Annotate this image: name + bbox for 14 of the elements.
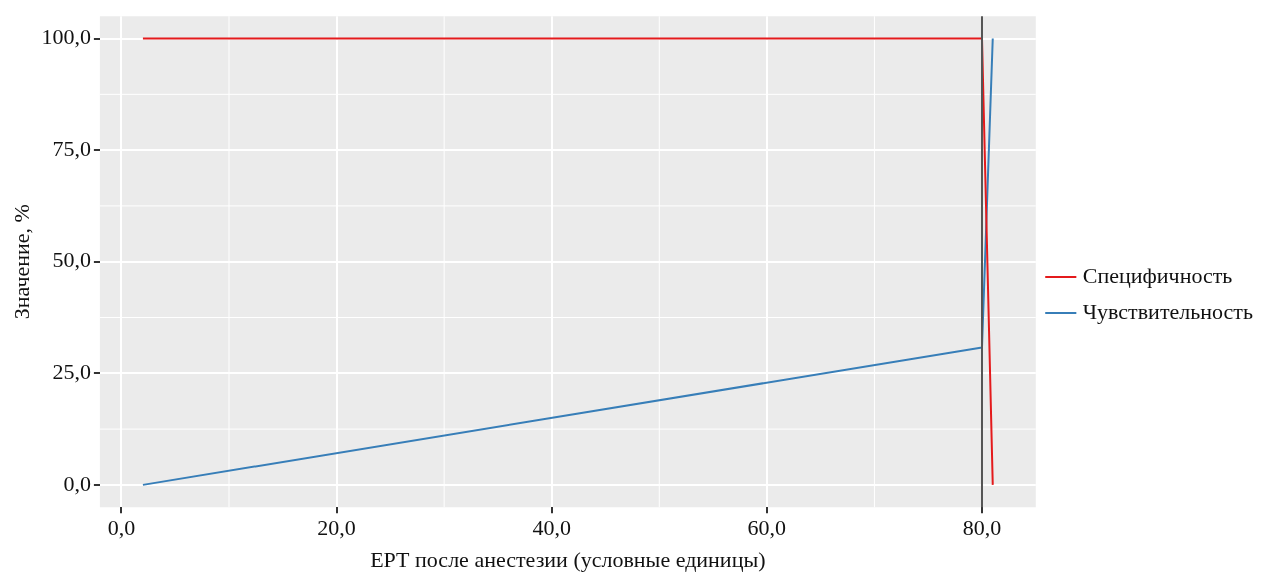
legend-label: Чувствительность [1082, 298, 1254, 324]
x-tick-label: 0,0 [107, 515, 136, 541]
x-tick-label: 20,0 [317, 515, 356, 541]
y-tick-label: 0,0 [63, 470, 91, 496]
x-tick-label: 60,0 [747, 515, 787, 541]
legend-label: Специфичность [1082, 262, 1233, 288]
y-tick-label: 50,0 [52, 247, 91, 273]
x-axis-title: ЕРТ после анестезии (условные единицы) [370, 546, 766, 572]
x-tick-label: 80,0 [962, 515, 1002, 541]
y-tick-label: 75,0 [52, 135, 91, 161]
y-axis-title: Значение, % [8, 204, 34, 320]
y-tick-label: 100,0 [41, 24, 91, 50]
x-tick-label: 40,0 [532, 515, 571, 541]
y-tick-label: 25,0 [52, 359, 91, 385]
